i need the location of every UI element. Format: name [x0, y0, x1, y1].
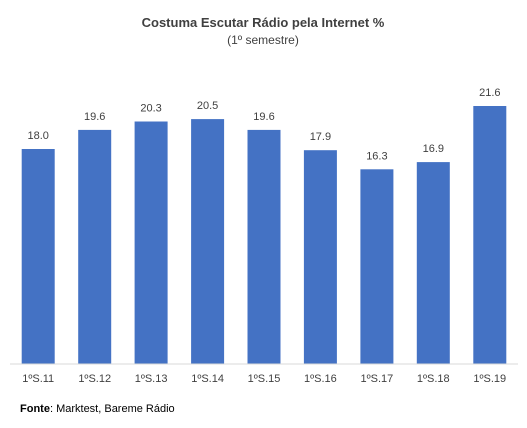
data-label-1ºS.15: 19.6 — [253, 111, 274, 123]
x-tick-label-1ºS.13: 1ºS.13 — [135, 373, 168, 385]
x-tick-label-1ºS.11: 1ºS.11 — [22, 373, 54, 385]
x-tick-label-1ºS.19: 1ºS.19 — [473, 373, 506, 385]
bar-1ºS.15 — [247, 129, 281, 364]
bar-1ºS.13 — [134, 121, 168, 364]
data-label-1ºS.12: 19.6 — [84, 111, 105, 123]
bar-1ºS.19 — [473, 106, 507, 364]
chart-subtitle: (1º semestre) — [227, 33, 299, 47]
data-labels-group: 18.0 19.6 20.3 20.5 19.6 17.9 16.3 16.9 21.6 — [27, 87, 500, 162]
x-tick-label-1ºS.17: 1ºS.17 — [361, 373, 394, 385]
bar-1ºS.11 — [21, 149, 55, 364]
data-label-1ºS.19: 21.6 — [479, 87, 500, 99]
data-label-1ºS.18: 16.9 — [423, 143, 444, 155]
bar-1ºS.12 — [78, 129, 112, 364]
data-label-1ºS.14: 20.5 — [197, 100, 218, 112]
source-label: Fonte — [20, 403, 50, 415]
source-note: Fonte: Marktest, Bareme Rádio — [20, 403, 175, 415]
bar-1ºS.16 — [303, 150, 337, 364]
source-text: : Marktest, Bareme Rádio — [49, 403, 175, 415]
data-label-1ºS.11: 18.0 — [27, 130, 48, 142]
x-tick-label-1ºS.12: 1ºS.12 — [78, 373, 111, 385]
x-tick-label-1ºS.16: 1ºS.16 — [304, 373, 337, 385]
data-label-1ºS.13: 20.3 — [140, 103, 161, 115]
x-tick-label-1ºS.14: 1ºS.14 — [191, 373, 224, 385]
data-label-1ºS.17: 16.3 — [366, 150, 387, 162]
chart-title: Costuma Escutar Rádio pela Internet % — [142, 15, 385, 30]
bar-1ºS.14 — [191, 119, 225, 364]
bars-group — [21, 106, 507, 364]
bar-1ºS.18 — [416, 162, 450, 364]
x-tick-label-1ºS.18: 1ºS.18 — [417, 373, 450, 385]
bar-1ºS.17 — [360, 169, 394, 364]
x-tick-label-1ºS.15: 1ºS.15 — [248, 373, 281, 385]
x-tick-labels-group: 1ºS.11 1ºS.12 1ºS.13 1ºS.14 1ºS.15 1ºS.16 1ºS.… — [22, 373, 506, 385]
data-label-1ºS.16: 17.9 — [310, 131, 331, 143]
